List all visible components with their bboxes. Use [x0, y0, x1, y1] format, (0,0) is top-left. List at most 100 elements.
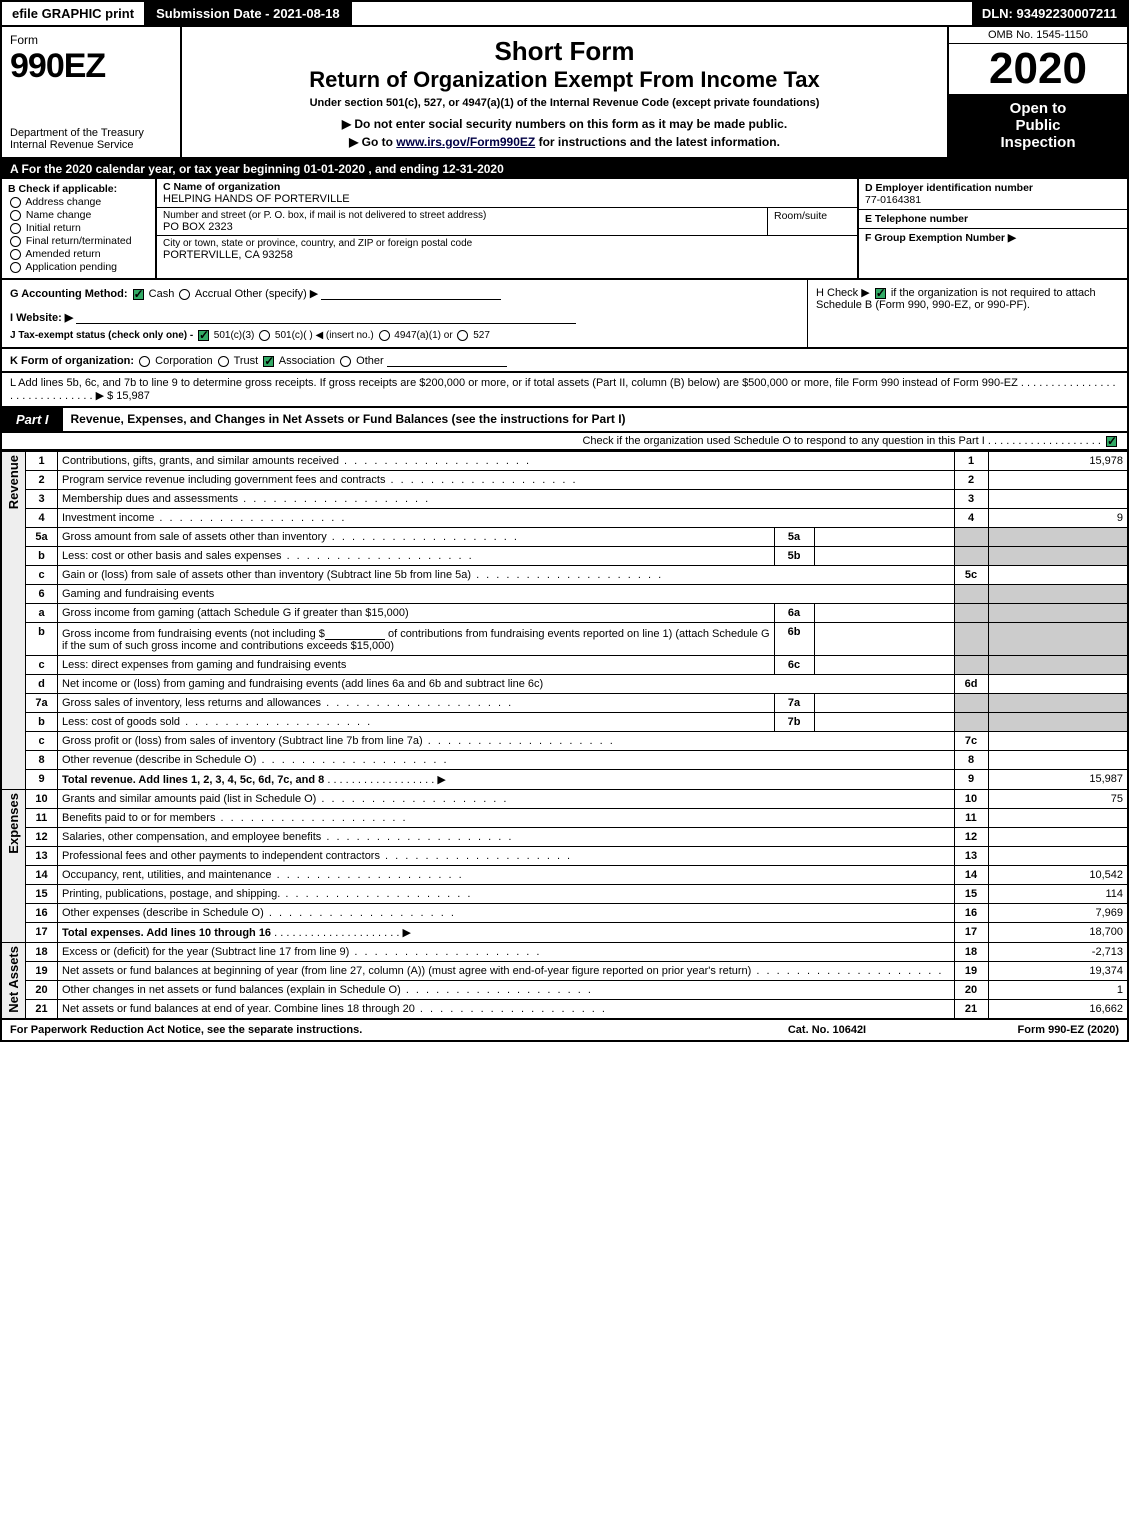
chk-amended-return[interactable]: Amended return — [8, 248, 149, 260]
top-spacer — [352, 2, 972, 25]
l6-ag — [988, 585, 1128, 604]
return-title: Return of Organization Exempt From Incom… — [190, 67, 939, 93]
l6b-blank[interactable] — [325, 626, 385, 640]
l7a-num: 7a — [26, 694, 58, 713]
chk-assoc[interactable] — [263, 356, 274, 367]
line-l: L Add lines 5b, 6c, and 7b to line 9 to … — [0, 373, 1129, 408]
l20-num: 20 — [26, 981, 58, 1000]
l11-r: 11 — [954, 809, 988, 828]
l7a-rg — [954, 694, 988, 713]
l19-num: 19 — [26, 962, 58, 981]
l6b-desc: Gross income from fundraising events (no… — [58, 623, 775, 656]
org-name-box: C Name of organization HELPING HANDS OF … — [157, 179, 857, 208]
website-field[interactable] — [76, 310, 576, 324]
other-label: Other (specify) ▶ — [235, 288, 319, 300]
l6b-num: b — [26, 623, 58, 656]
chk-other[interactable] — [340, 356, 351, 367]
l7a-desc: Gross sales of inventory, less returns a… — [58, 694, 775, 713]
l7a-sv — [814, 694, 954, 713]
submission-date: Submission Date - 2021-08-18 — [146, 2, 352, 25]
chk-name-change[interactable]: Name change — [8, 209, 149, 221]
side-expenses: Expenses — [1, 790, 26, 943]
section-d: D Employer identification number 77-0164… — [859, 179, 1127, 210]
l2-amt — [988, 471, 1128, 490]
l15-desc: Printing, publications, postage, and shi… — [58, 885, 955, 904]
l11-desc: Benefits paid to or for members — [58, 809, 955, 828]
k-other-field[interactable] — [387, 353, 507, 367]
l5b-sv — [814, 547, 954, 566]
l20-desc: Other changes in net assets or fund bala… — [58, 981, 955, 1000]
open-line-2: Public — [953, 117, 1123, 134]
city-label: City or town, state or province, country… — [163, 238, 851, 249]
l21-r: 21 — [954, 1000, 988, 1020]
chk-501c[interactable] — [259, 330, 270, 341]
cash-label: Cash — [149, 288, 175, 300]
form-header: Form 990EZ Department of the Treasury In… — [0, 27, 1129, 159]
l14-amt: 10,542 — [988, 866, 1128, 885]
line-i-label: I Website: ▶ — [10, 312, 73, 324]
l6-desc: Gaming and fundraising events — [58, 585, 955, 604]
l17-num: 17 — [26, 923, 58, 943]
l5b-num: b — [26, 547, 58, 566]
line-h: H Check ▶ if the organization is not req… — [807, 280, 1127, 347]
l6a-rg — [954, 604, 988, 623]
l13-r: 13 — [954, 847, 988, 866]
org-name-value: HELPING HANDS OF PORTERVILLE — [163, 193, 851, 205]
top-bar: efile GRAPHIC print Submission Date - 20… — [0, 0, 1129, 27]
section-a-period: A For the 2020 calendar year, or tax yea… — [0, 159, 1129, 179]
l5a-ag — [988, 528, 1128, 547]
l9-num: 9 — [26, 770, 58, 790]
l16-r: 16 — [954, 904, 988, 923]
l9-amt: 15,987 — [988, 770, 1128, 790]
l12-num: 12 — [26, 828, 58, 847]
l14-num: 14 — [26, 866, 58, 885]
chk-final-return[interactable]: Final return/terminated — [8, 235, 149, 247]
short-form-title: Short Form — [190, 36, 939, 67]
chk-4947[interactable] — [379, 330, 390, 341]
l6c-ag — [988, 656, 1128, 675]
chk-trust[interactable] — [218, 356, 229, 367]
other-specify-field[interactable] — [321, 286, 501, 300]
l6-rg — [954, 585, 988, 604]
section-f: F Group Exemption Number ▶ — [859, 229, 1127, 247]
chk-527[interactable] — [457, 330, 468, 341]
tax-year: 2020 — [949, 44, 1127, 94]
l2-r: 2 — [954, 471, 988, 490]
chk-501c3[interactable] — [198, 330, 209, 341]
l9-desc: Total revenue. Add lines 1, 2, 3, 4, 5c,… — [58, 770, 955, 790]
goto-link[interactable]: www.irs.gov/Form990EZ — [396, 135, 535, 149]
l8-amt — [988, 751, 1128, 770]
org-name-label: C Name of organization — [163, 181, 851, 193]
chk-accrual[interactable] — [179, 289, 190, 300]
part-1-check-row: Check if the organization used Schedule … — [0, 433, 1129, 451]
omb-number: OMB No. 1545-1150 — [949, 27, 1127, 44]
chk-address-change[interactable]: Address change — [8, 196, 149, 208]
chk-cash[interactable] — [133, 289, 144, 300]
l6a-desc: Gross income from gaming (attach Schedul… — [58, 604, 775, 623]
l7a-sub: 7a — [774, 694, 814, 713]
l2-num: 2 — [26, 471, 58, 490]
chk-schedule-o-used[interactable] — [1106, 436, 1117, 447]
chk-application-pending[interactable]: Application pending — [8, 261, 149, 273]
l6c-sub: 6c — [774, 656, 814, 675]
l5c-amt — [988, 566, 1128, 585]
chk-corp[interactable] — [139, 356, 150, 367]
l12-amt — [988, 828, 1128, 847]
l18-num: 18 — [26, 943, 58, 962]
l20-r: 20 — [954, 981, 988, 1000]
city-box: City or town, state or province, country… — [157, 236, 857, 278]
footer-mid: Cat. No. 10642I — [727, 1020, 927, 1040]
efile-label: efile GRAPHIC print — [2, 2, 146, 25]
l4-num: 4 — [26, 509, 58, 528]
l1-amt: 15,978 — [988, 452, 1128, 471]
chk-schedule-b-not-required[interactable] — [875, 288, 886, 299]
j-527: 527 — [473, 330, 490, 341]
line-g: G Accounting Method: Cash Accrual Other … — [2, 280, 807, 347]
l6c-desc: Less: direct expenses from gaming and fu… — [58, 656, 775, 675]
chk-initial-return[interactable]: Initial return — [8, 222, 149, 234]
page-footer: For Paperwork Reduction Act Notice, see … — [0, 1020, 1129, 1042]
l1-desc: Contributions, gifts, grants, and simila… — [58, 452, 955, 471]
l1-num: 1 — [26, 452, 58, 471]
l2-desc: Program service revenue including govern… — [58, 471, 955, 490]
l6d-desc: Net income or (loss) from gaming and fun… — [58, 675, 955, 694]
